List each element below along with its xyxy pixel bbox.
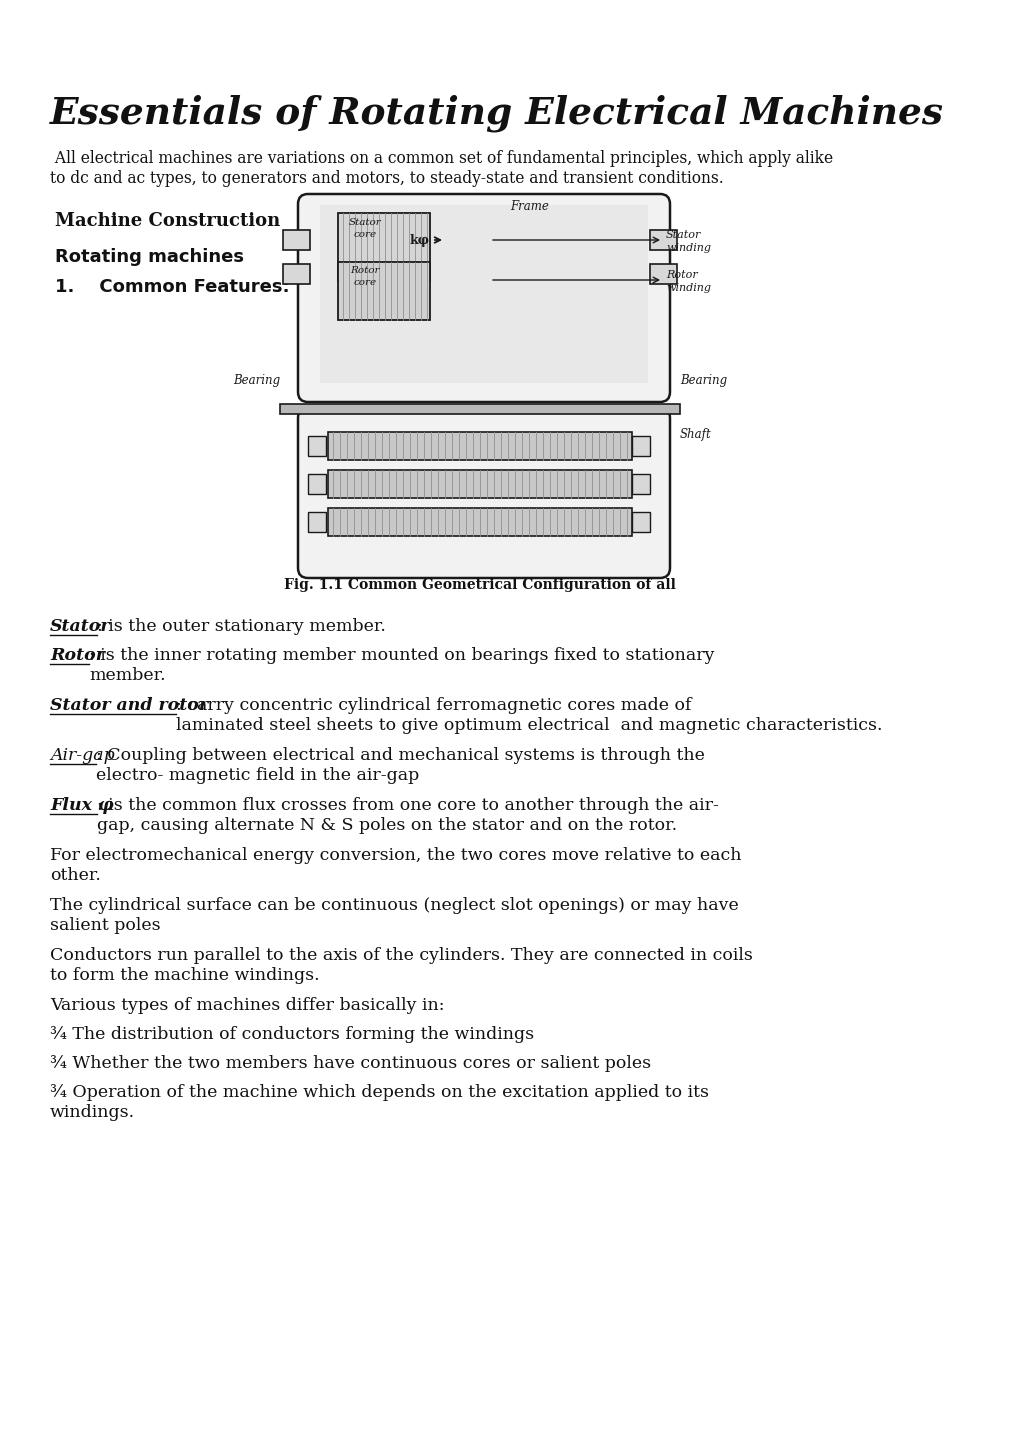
Bar	[308, 474, 326, 495]
Text: Essentials of Rotating Electrical Machines: Essentials of Rotating Electrical Machin…	[50, 95, 943, 133]
Text: Frame: Frame	[511, 200, 549, 213]
Text: kφ: kφ	[410, 234, 430, 247]
Bar	[328, 470, 632, 497]
Text: Rotating machines: Rotating machines	[55, 248, 244, 265]
Bar	[337, 213, 430, 281]
Text: ¾ The distribution of conductors forming the windings: ¾ The distribution of conductors forming…	[50, 1027, 534, 1043]
Text: Stator: Stator	[50, 619, 110, 634]
Text: 1.    Common Features:: 1. Common Features:	[55, 278, 289, 296]
Text: : is the outer stationary member.: : is the outer stationary member.	[97, 619, 386, 634]
Text: winding: winding	[665, 283, 710, 293]
Text: Rotor: Rotor	[665, 270, 697, 280]
Text: Bearing: Bearing	[680, 373, 727, 386]
Bar	[328, 508, 632, 536]
Text: Stator: Stator	[665, 231, 701, 239]
Text: core: core	[354, 231, 376, 239]
Text: All electrical machines are variations on a common set of fundamental principles: All electrical machines are variations o…	[50, 150, 833, 167]
Bar	[282, 231, 310, 249]
Text: Flux φ: Flux φ	[50, 797, 114, 813]
Text: Rotor: Rotor	[350, 265, 379, 275]
Bar	[632, 474, 649, 495]
Text: : is the inner rotating member mounted on bearings fixed to stationary
member.: : is the inner rotating member mounted o…	[90, 647, 714, 684]
Bar	[328, 433, 632, 460]
Text: Shaft: Shaft	[680, 428, 711, 441]
Text: winding: winding	[665, 244, 710, 252]
Text: For electromechanical energy conversion, the two cores move relative to each
oth: For electromechanical energy conversion,…	[50, 846, 741, 884]
Text: ¾ Whether the two members have continuous cores or salient poles: ¾ Whether the two members have continuou…	[50, 1056, 650, 1071]
Text: : is the common flux crosses from one core to another through the air-
gap, caus: : is the common flux crosses from one co…	[97, 797, 718, 833]
Text: core: core	[354, 278, 376, 287]
Bar	[649, 264, 677, 284]
Text: Bearing: Bearing	[232, 373, 280, 386]
FancyBboxPatch shape	[298, 195, 669, 402]
Bar	[320, 205, 647, 384]
Text: Stator: Stator	[348, 218, 381, 226]
Text: Air-gap: Air-gap	[50, 747, 115, 764]
Text: to dc and ac types, to generators and motors, to steady-state and transient cond: to dc and ac types, to generators and mo…	[50, 170, 723, 187]
Bar	[308, 435, 326, 456]
Text: ¾ Operation of the machine which depends on the excitation applied to its
windin: ¾ Operation of the machine which depends…	[50, 1084, 708, 1120]
Bar	[632, 435, 649, 456]
Bar	[649, 231, 677, 249]
Text: Machine Construction: Machine Construction	[55, 212, 280, 231]
Text: Various types of machines differ basically in:: Various types of machines differ basical…	[50, 996, 444, 1014]
Text: Fig. 1.1 Common Geometrical Configuration of all: Fig. 1.1 Common Geometrical Configuratio…	[283, 578, 676, 593]
Bar	[282, 264, 310, 284]
Text: : carry concentric cylindrical ferromagnetic cores made of
laminated steel sheet: : carry concentric cylindrical ferromagn…	[176, 696, 882, 734]
Text: : Coupling between electrical and mechanical systems is through the
electro- mag: : Coupling between electrical and mechan…	[96, 747, 704, 783]
Bar	[337, 262, 430, 320]
FancyBboxPatch shape	[298, 408, 669, 578]
Bar	[280, 404, 680, 414]
Bar	[308, 512, 326, 532]
Bar	[632, 512, 649, 532]
Text: Stator and rotor: Stator and rotor	[50, 696, 208, 714]
Text: The cylindrical surface can be continuous (neglect slot openings) or may have
sa: The cylindrical surface can be continuou…	[50, 897, 738, 933]
Text: Conductors run parallel to the axis of the cylinders. They are connected in coil: Conductors run parallel to the axis of t…	[50, 947, 752, 983]
Text: Rotor: Rotor	[50, 647, 105, 663]
